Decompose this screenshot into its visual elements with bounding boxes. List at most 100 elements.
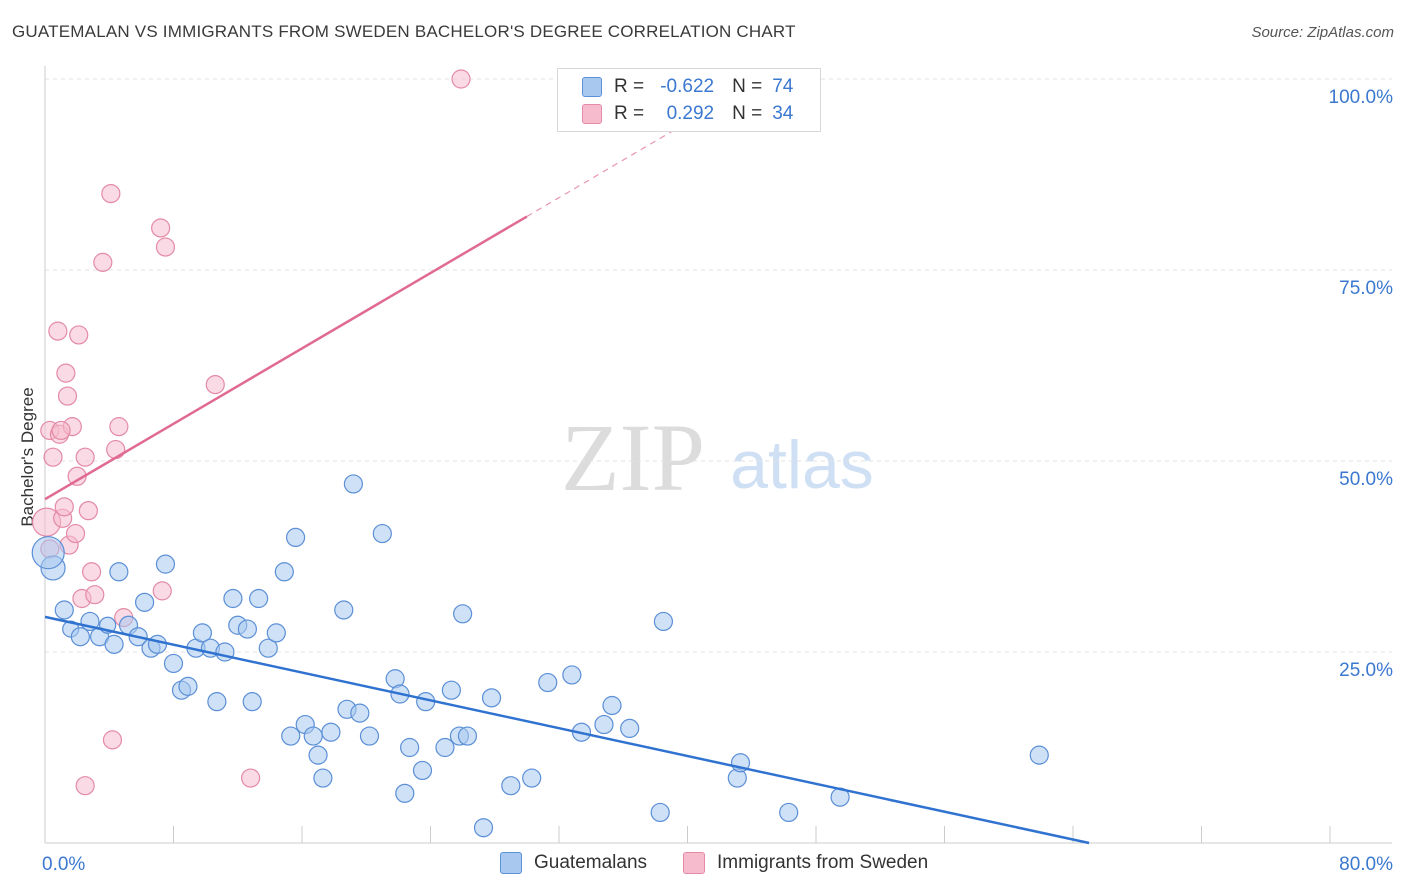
data-point (151, 218, 171, 238)
data-point (249, 588, 269, 609)
legend-n-label: N = (732, 76, 763, 97)
axes (44, 66, 1392, 844)
data-point (75, 447, 95, 467)
data-point (104, 634, 124, 654)
data-point (620, 718, 640, 739)
data-point (48, 321, 68, 341)
legend-swatch-pink (582, 104, 602, 124)
data-point (308, 745, 328, 765)
legend-n-value: 34 (772, 103, 794, 124)
data-point (75, 776, 95, 796)
data-point (650, 802, 670, 823)
legend-r-label: R = (614, 76, 645, 97)
data-point (70, 627, 90, 647)
data-point (102, 730, 123, 750)
data-point (163, 653, 184, 674)
data-point (313, 768, 333, 788)
legend-r-label: R = (614, 103, 645, 124)
watermark-zip: ZIP (561, 404, 705, 511)
y-tick-label: 75.0% (1339, 278, 1393, 299)
data-point (223, 588, 243, 609)
data-point (51, 420, 71, 441)
data-point (237, 619, 257, 639)
gridlines (45, 78, 1392, 653)
data-point (653, 611, 674, 632)
data-point (538, 672, 558, 693)
legend-item-guatemalans[interactable]: Guatemalans (500, 852, 647, 874)
y-tick-labels: 100.0% 75.0% 50.0% 25.0% (1329, 87, 1394, 681)
data-point (207, 692, 227, 712)
data-point (266, 623, 286, 643)
data-point (334, 600, 354, 620)
data-point (81, 562, 102, 582)
data-point (395, 783, 415, 803)
data-point (31, 536, 65, 570)
data-point (453, 604, 473, 624)
y-tick-label: 100.0% (1329, 87, 1394, 108)
data-point (152, 581, 172, 601)
watermark-atlas: atlas (730, 427, 874, 503)
data-point (473, 818, 494, 838)
data-point (155, 554, 176, 574)
data-point (192, 623, 213, 643)
data-point (359, 726, 380, 746)
data-point (501, 776, 521, 796)
chart-title: GUATEMALAN VS IMMIGRANTS FROM SWEDEN BAC… (12, 22, 796, 41)
data-point (274, 562, 294, 582)
data-point (109, 417, 129, 437)
source-label: Source: ZipAtlas.com (1251, 24, 1394, 41)
x-tick-labels: 0.0% 80.0% (42, 854, 1393, 875)
data-point (134, 592, 155, 612)
data-point (43, 447, 63, 467)
data-point (106, 439, 126, 460)
data-point (78, 501, 98, 521)
data-point (457, 726, 478, 746)
data-point (400, 737, 420, 758)
legend-n-value: 74 (772, 76, 794, 97)
x-tick-label-right: 80.0% (1339, 854, 1393, 875)
data-point (594, 714, 614, 735)
data-point (441, 680, 461, 700)
legend-r-value: -0.622 (660, 76, 715, 97)
data-point (56, 363, 76, 383)
series-immigrants-from-sweden (32, 69, 471, 796)
data-point (321, 722, 341, 742)
legend-row-sweden: R = 0.292 N = 34 (582, 102, 793, 126)
trend-line-guatemalans (44, 615, 1090, 845)
legend-n-label: N = (732, 103, 763, 124)
data-point (481, 688, 502, 708)
legend-swatch-blue (582, 77, 602, 97)
series-legend: Guatemalans Immigrants from Sweden (500, 852, 964, 874)
data-point (285, 527, 306, 548)
data-point (281, 726, 301, 746)
data-point (779, 802, 799, 823)
data-point (65, 523, 86, 544)
data-point (178, 676, 198, 696)
watermark: ZIP atlas (561, 404, 874, 511)
data-point (435, 737, 455, 758)
correlation-legend: R = -0.622 N = 74 R = 0.292 N = 34 (557, 68, 821, 132)
data-point (101, 184, 121, 204)
data-point (451, 69, 471, 89)
legend-item-sweden[interactable]: Immigrants from Sweden (683, 852, 928, 874)
data-point (372, 523, 392, 544)
data-point (147, 634, 168, 654)
data-point (1029, 745, 1049, 765)
legend-swatch-blue (500, 852, 522, 874)
data-point (93, 252, 113, 272)
legend-label-sweden: Immigrants from Sweden (717, 852, 929, 873)
data-point (258, 638, 278, 658)
data-point (562, 665, 582, 685)
trend-line-sweden (44, 215, 528, 501)
data-point (522, 768, 542, 788)
legend-swatch-pink (683, 852, 706, 874)
data-point (241, 768, 261, 788)
legend-row-guatemalans: R = -0.622 N = 74 (582, 75, 793, 99)
data-point (69, 325, 89, 345)
data-point (242, 692, 262, 712)
data-point (602, 695, 622, 716)
data-point (109, 562, 129, 582)
data-point (155, 237, 176, 257)
data-point (57, 386, 78, 406)
